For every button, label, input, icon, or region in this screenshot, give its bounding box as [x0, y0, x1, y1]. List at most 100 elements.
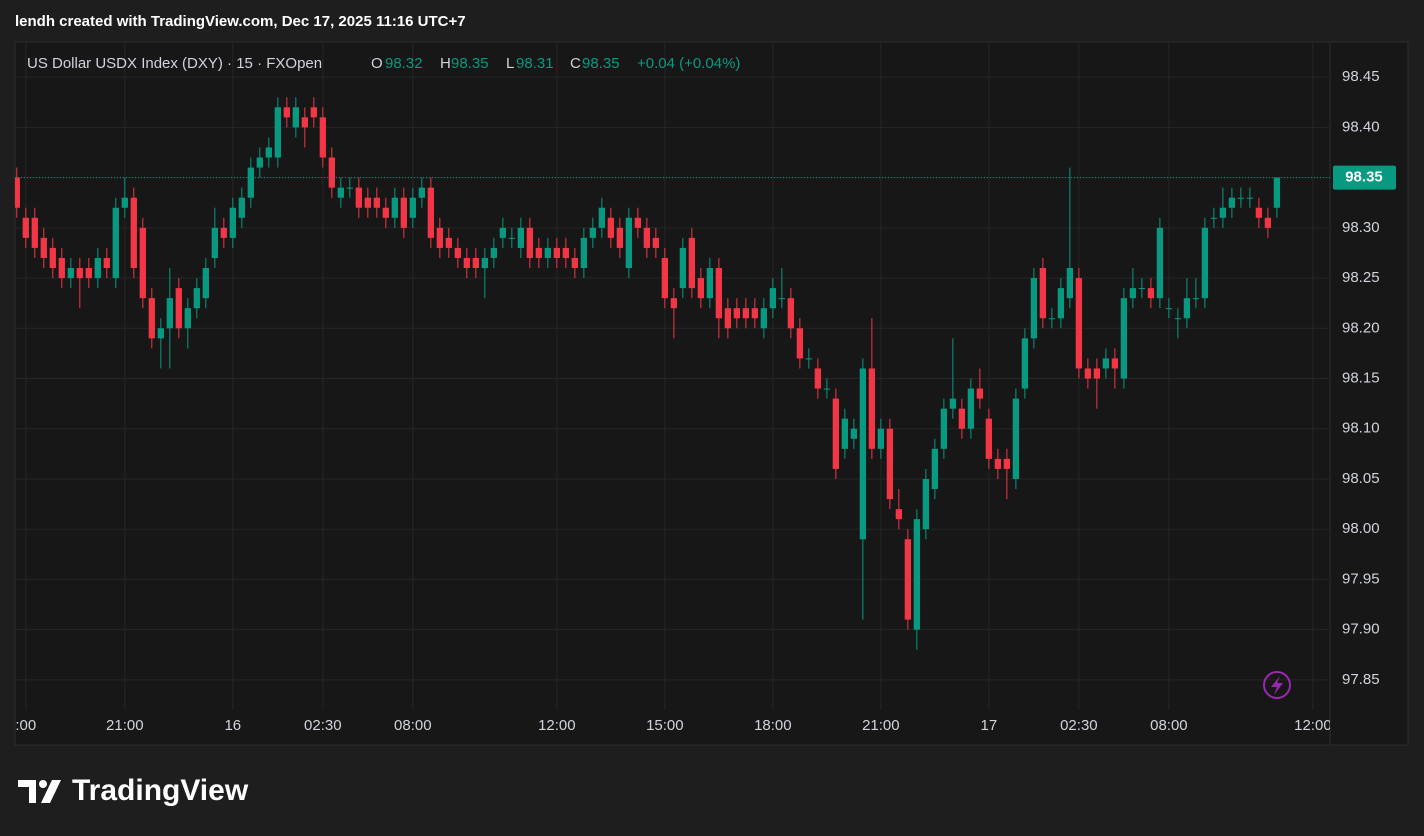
candle-body — [58, 257, 65, 279]
candle-body — [364, 197, 371, 208]
candle-body — [301, 117, 308, 128]
x-tick-label: 02:30 — [1060, 717, 1098, 734]
candle-body — [1264, 217, 1272, 228]
candle-body — [481, 257, 488, 269]
candle-body — [634, 217, 641, 228]
candle-body — [22, 217, 29, 238]
candle-body — [103, 257, 110, 269]
candle-body — [139, 227, 146, 299]
candle-body — [337, 187, 344, 198]
y-tick-label: 98.10 — [1342, 420, 1380, 437]
candle-body — [454, 247, 461, 258]
candle-body — [598, 207, 605, 228]
candle-body — [868, 368, 876, 449]
candle-body — [1021, 338, 1029, 389]
candle-body — [589, 227, 596, 238]
candle-body — [742, 308, 750, 319]
candle-body — [1156, 227, 1164, 299]
candle-body — [814, 368, 822, 389]
last-price-label: 98.35 — [1345, 169, 1383, 186]
candle-body — [760, 308, 768, 329]
candle-body — [778, 298, 786, 300]
candle-body — [724, 308, 732, 329]
candle-body — [1183, 298, 1191, 319]
candle-body — [1129, 288, 1137, 299]
candle-body — [76, 268, 83, 279]
candle-body — [1075, 278, 1083, 369]
candle-body — [1102, 358, 1110, 369]
candle-body — [769, 288, 777, 309]
legend-c: C — [570, 55, 581, 72]
candle-body — [1255, 207, 1263, 218]
legend-open: 98.32 — [385, 55, 423, 72]
x-tick-label: 16 — [224, 717, 241, 734]
candle-body — [445, 237, 452, 248]
candle-body — [202, 268, 209, 299]
candle-body — [652, 237, 659, 248]
y-tick-label: 98.30 — [1342, 219, 1380, 236]
candle-body — [895, 509, 903, 520]
last-price-tag — [1333, 165, 1396, 190]
x-tick-label: 02:30 — [304, 717, 342, 734]
x-tick-label: 18:00 — [754, 717, 792, 734]
x-tick-label: 15:00 — [646, 717, 684, 734]
y-tick-label: 98.45 — [1342, 68, 1380, 85]
price-axis: 97.85 97.90 97.95 98.00 98.05 98.10 98.15 98.20… — [1333, 68, 1396, 688]
y-tick-label: 97.85 — [1342, 671, 1380, 688]
y-tick-label: 98.15 — [1342, 369, 1380, 386]
candle-body — [256, 157, 263, 168]
candle-body — [661, 257, 668, 299]
candle-body — [715, 268, 723, 319]
candle-body — [436, 227, 443, 248]
candle-body — [175, 288, 182, 329]
candle-body — [976, 388, 984, 399]
candle-body — [67, 268, 74, 279]
candle-body — [472, 257, 479, 269]
candle-body — [1030, 278, 1038, 339]
candle-body — [94, 257, 101, 279]
candle-body — [841, 418, 849, 449]
candle-body — [238, 197, 245, 218]
candle-body — [1201, 227, 1209, 299]
candle-body — [1111, 358, 1119, 369]
candle-body — [1192, 298, 1200, 300]
candle-body — [670, 298, 678, 309]
legend-high: 98.35 — [451, 55, 489, 72]
candle-body — [49, 247, 56, 269]
candle-body — [787, 298, 795, 329]
candle-body — [526, 227, 533, 258]
candle-body — [886, 428, 894, 500]
candle-body — [490, 247, 497, 258]
candle-body — [220, 227, 227, 238]
candle-body — [679, 247, 687, 289]
candle-body — [1120, 298, 1128, 379]
candle-body — [571, 257, 578, 269]
candle-body — [805, 358, 813, 360]
candle-body — [400, 197, 407, 228]
candle-body — [319, 117, 326, 158]
candle-body — [1174, 318, 1182, 320]
plot: :00 21:00 16 02:30 08:00 12:00 15:00 18:00 21:00… — [15, 42, 1330, 734]
candle-body — [85, 268, 92, 279]
candle-body — [1093, 368, 1101, 379]
x-tick-label: 21:00 — [106, 717, 144, 734]
x-tick-label: :00 — [15, 717, 36, 734]
candle-body — [823, 388, 831, 390]
y-tick-label: 98.25 — [1342, 269, 1380, 286]
header-title: lendh created with TradingView.com, Dec … — [15, 13, 466, 30]
candle-body — [1084, 368, 1092, 379]
candle-body — [958, 408, 966, 429]
candle-body — [40, 237, 47, 258]
candle-body — [211, 227, 218, 258]
candle-body — [1165, 308, 1173, 310]
candle-body — [31, 217, 38, 248]
candle-body — [1219, 207, 1227, 218]
candle-body — [1003, 458, 1011, 469]
legend-symbol: US Dollar USDX Index (DXY) · 15 · FXOpen — [27, 55, 322, 72]
lightning-icon[interactable] — [1263, 671, 1291, 699]
y-tick-label: 98.40 — [1342, 118, 1380, 135]
y-tick-label: 98.20 — [1342, 319, 1380, 336]
candle-body — [931, 448, 939, 490]
candle-body — [796, 328, 804, 359]
